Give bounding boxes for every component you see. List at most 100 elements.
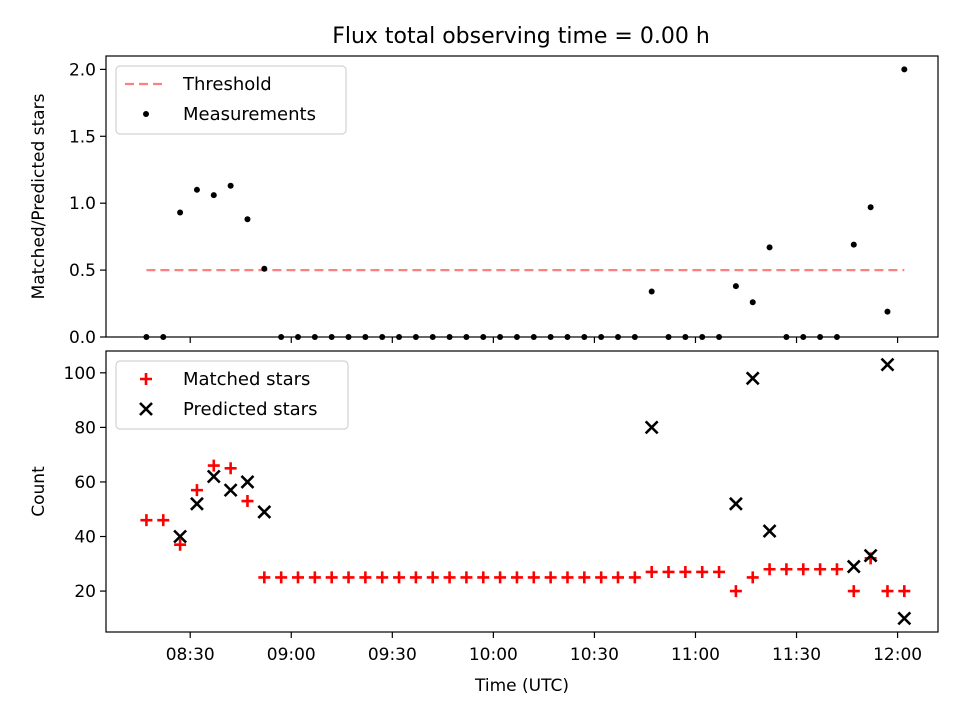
data-point: [426, 571, 439, 584]
data-point: [814, 563, 827, 576]
data-point: [645, 565, 658, 578]
data-point: [223, 483, 238, 498]
data-point: [227, 182, 234, 189]
data-point: [527, 571, 540, 584]
plot-frame: [105, 55, 939, 338]
data-point: [193, 186, 200, 193]
x-tick-label: 08:30: [166, 645, 215, 665]
data-point: [409, 571, 422, 584]
data-point: [328, 334, 335, 340]
y-tick-label: 100: [64, 364, 96, 384]
x-tick-label: 10:00: [469, 645, 518, 665]
data-point: [513, 334, 520, 340]
data-point: [393, 571, 406, 584]
data-point: [561, 571, 574, 584]
data-point: [210, 192, 217, 199]
data-point: [612, 571, 624, 584]
data-point: [261, 265, 268, 272]
x-tick-label: 11:30: [772, 645, 821, 665]
legend-label: Predicted stars: [183, 399, 317, 420]
data-point: [510, 571, 523, 584]
data-point: [224, 462, 237, 475]
data-point: [749, 299, 756, 306]
y-tick-label: 0.0: [69, 328, 96, 348]
data-point: [143, 334, 150, 340]
y-axis-label: Count: [29, 466, 49, 517]
data-point: [863, 548, 878, 563]
data-point: [278, 334, 285, 340]
legend-box: [115, 65, 347, 135]
data-point: [598, 334, 605, 340]
y-tick-label: 60: [74, 473, 96, 493]
legend-swatch: [143, 111, 149, 117]
data-point: [880, 357, 895, 372]
data-point: [729, 585, 742, 598]
data-point: [732, 283, 739, 290]
data-point: [713, 565, 726, 578]
count-panel: 20 40 60 80 100 08:30 09:00 09:30 10:00 10:30 11:0…: [29, 350, 939, 696]
data-point: [850, 241, 857, 248]
data-point: [443, 571, 456, 584]
data-point: [833, 334, 840, 340]
data-point: [311, 334, 318, 340]
series-measurements: [143, 66, 908, 340]
data-point: [446, 334, 453, 340]
data-point: [240, 475, 255, 489]
legend-swatch: [140, 373, 152, 385]
y-tick-label: 1.5: [69, 127, 96, 147]
data-point: [662, 565, 675, 578]
data-point: [897, 611, 912, 626]
data-point: [763, 563, 776, 576]
data-point: [295, 334, 301, 340]
data-point: [325, 571, 338, 584]
chart-title: Flux total observing time = 0.00 h: [332, 24, 710, 49]
data-point: [595, 571, 608, 584]
data-point: [477, 571, 490, 584]
data-point: [648, 288, 655, 295]
data-point: [881, 585, 894, 598]
data-point: [359, 571, 372, 584]
series-predicted-stars: [173, 357, 912, 626]
data-point: [817, 334, 824, 340]
data-point: [797, 563, 810, 576]
data-point: [631, 334, 638, 340]
data-point: [244, 216, 251, 223]
y-tick-label: 20: [74, 582, 96, 602]
data-point: [716, 334, 723, 340]
x-axis-label: Time (UTC): [474, 676, 569, 696]
data-point: [173, 529, 188, 544]
y-tick-label: 1.0: [69, 194, 96, 214]
x-tick-label: 10:30: [570, 645, 619, 665]
data-point: [480, 334, 487, 340]
legend-label: Measurements: [183, 104, 316, 125]
legend: Matched stars Predicted stars: [115, 360, 349, 430]
data-point: [345, 334, 352, 340]
data-point: [429, 334, 436, 340]
data-point: [177, 209, 184, 216]
data-point: [174, 538, 187, 551]
data-point: [292, 571, 304, 584]
data-point: [308, 571, 321, 584]
data-point: [682, 334, 689, 340]
data-point: [762, 524, 777, 538]
data-point: [898, 585, 911, 598]
x-tick-label: 12:00: [873, 645, 922, 665]
data-point: [157, 514, 170, 527]
data-point: [275, 571, 288, 584]
y-axis-label: Matched/Predicted stars: [29, 93, 49, 299]
data-point: [494, 571, 507, 584]
data-point: [615, 334, 621, 340]
data-point: [379, 334, 386, 340]
data-point: [257, 505, 272, 519]
data-point: [207, 459, 220, 472]
x-tick-label: 09:00: [267, 645, 316, 665]
data-point: [628, 571, 641, 584]
data-point: [699, 334, 706, 340]
legend-box: [115, 360, 349, 430]
data-point: [190, 496, 204, 511]
data-point: [745, 371, 760, 386]
data-point: [679, 565, 692, 578]
legend-label: Threshold: [182, 74, 272, 95]
legend: Threshold Measurements: [115, 65, 347, 135]
